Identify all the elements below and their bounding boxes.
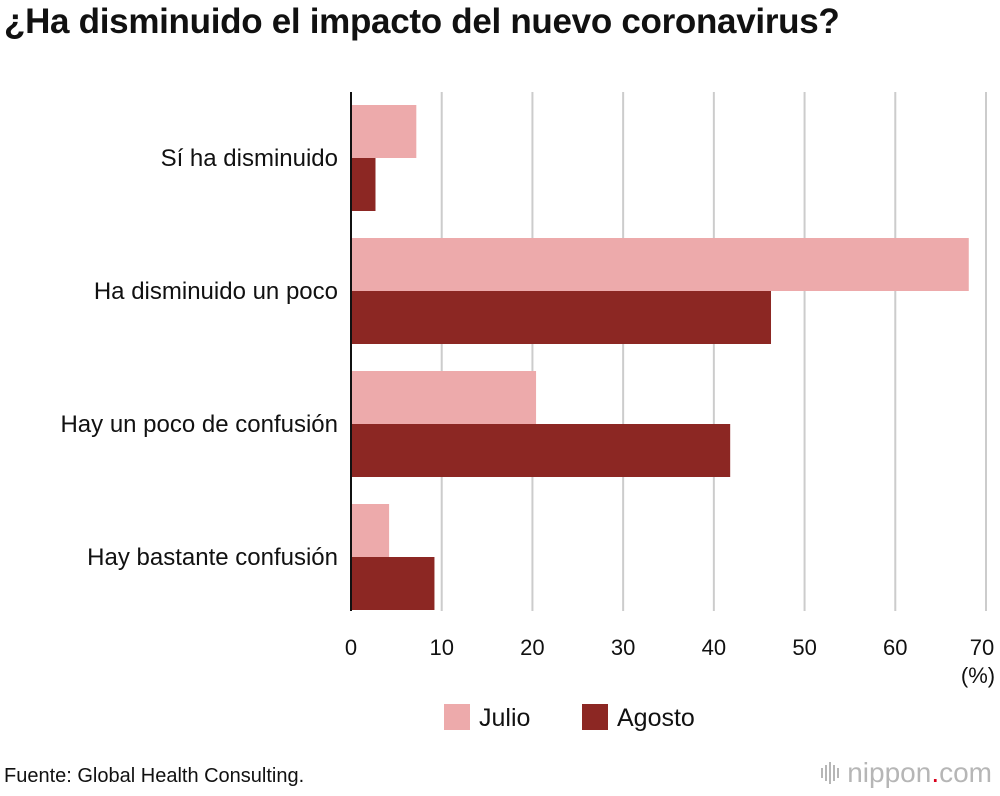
- x-tick-label: 40: [702, 635, 726, 660]
- category-label: Sí ha disminuido: [161, 145, 338, 172]
- bar-agosto: [351, 291, 772, 344]
- x-tick-label: 30: [611, 635, 635, 660]
- logo-suffix: com: [939, 757, 992, 788]
- bar-agosto: [351, 158, 376, 211]
- legend-swatch-agosto: [582, 704, 608, 730]
- legend-swatch-julio: [444, 704, 470, 730]
- bar-julio: [351, 238, 969, 291]
- x-tick-label: 10: [429, 635, 453, 660]
- bar-julio: [351, 371, 537, 424]
- chart-title: ¿Ha disminuido el impacto del nuevo coro…: [4, 2, 840, 41]
- bar-chart: Sí ha disminuido Ha disminuido un poco Hay…: [60, 92, 995, 732]
- x-tick-label: 60: [883, 635, 907, 660]
- bar-agosto: [351, 424, 731, 477]
- x-tick-label: 0: [345, 635, 357, 660]
- nippon-logo: nippon. com: [821, 757, 992, 789]
- category-label: Ha disminuido un poco: [94, 278, 338, 305]
- x-tick-label: 20: [520, 635, 544, 660]
- logo-name: nippon: [847, 757, 932, 788]
- category-label: Hay un poco de confusión: [60, 411, 338, 438]
- logo-bars-icon: [821, 762, 841, 784]
- x-tick-label: 70: [970, 635, 994, 660]
- legend-label-agosto: Agosto: [617, 704, 695, 732]
- x-axis-unit: (%): [961, 663, 995, 688]
- source-note: Fuente: Global Health Consulting.: [4, 765, 305, 787]
- x-tick-label: 50: [792, 635, 816, 660]
- legend-label-julio: Julio: [479, 704, 530, 732]
- category-label: Hay bastante confusión: [87, 544, 338, 571]
- bar-agosto: [351, 557, 435, 610]
- bar-julio: [351, 504, 390, 557]
- logo-dot: .: [931, 757, 940, 788]
- bar-julio: [351, 105, 417, 158]
